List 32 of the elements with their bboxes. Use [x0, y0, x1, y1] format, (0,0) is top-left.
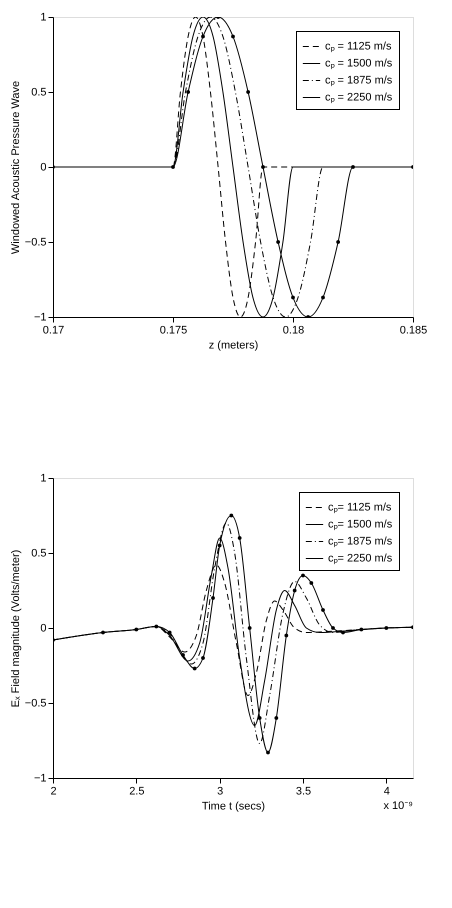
legend-label: cₚ= 1875 m/s [328, 536, 393, 548]
x-tick-label: 3.5 [296, 786, 312, 798]
legend-label: cₚ = 1875 m/s [325, 74, 393, 86]
y-tick-label: 0 [40, 162, 46, 174]
legend-label: cₚ= 2250 m/s [328, 552, 393, 564]
y-tick-label: −1 [34, 772, 46, 784]
y-axis-title: Eₓ Field magnitude (Volts/meter) [10, 550, 22, 708]
y-tick-label: −1 [34, 312, 46, 324]
x-axis-title: Time t (secs) [202, 800, 266, 812]
y-tick-label: 0.5 [31, 548, 46, 560]
legend-label: cₚ = 2250 m/s [325, 92, 393, 104]
y-tick-label: 0.5 [31, 86, 46, 98]
x-tick-label: 4 [384, 786, 390, 798]
y-tick-label: 0 [40, 622, 46, 634]
legend-label: cₚ = 1500 m/s [325, 58, 393, 70]
text: x 10⁻⁹ [383, 800, 413, 812]
x-tick-label: 2 [50, 786, 57, 798]
legend-label: cₚ = 1125 m/s [325, 40, 392, 52]
x-tick-label: 0.17 [42, 324, 64, 336]
y-tick-label: −0.5 [24, 698, 46, 710]
x-tick-label: 0.175 [160, 324, 188, 336]
x-tick-label: 0.185 [400, 324, 428, 336]
y-tick-label: 1 [40, 12, 46, 24]
legend-label: cₚ= 1125 m/s [328, 502, 392, 514]
y-tick-label: 1 [40, 472, 46, 484]
y-axis-title: Windowed Acoustic Pressure Wave [10, 80, 22, 254]
y-tick-label: −0.5 [24, 236, 46, 248]
x-tick-label: 2.5 [129, 786, 144, 798]
legend-label: cₚ= 1500 m/s [328, 518, 393, 530]
x-tick-label: 0.18 [282, 324, 304, 336]
x-tick-label: 3 [217, 786, 224, 798]
x-axis-title: z (meters) [208, 340, 258, 352]
